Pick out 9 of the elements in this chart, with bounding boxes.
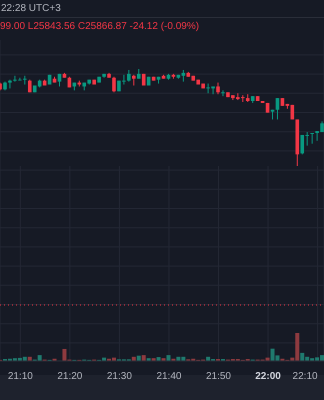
x-tick-label: 21:50 xyxy=(206,371,232,382)
x-tick-label: 22:00 xyxy=(255,371,282,382)
x-tick-label: 21:40 xyxy=(156,371,182,382)
x-tick-label: 21:20 xyxy=(57,371,83,382)
x-tick-label: 22:10 xyxy=(292,371,318,382)
x-tick-label: 21:30 xyxy=(106,371,132,382)
text: 22:28 UTC+3 xyxy=(1,3,61,14)
text: 99.00 L25843.56 C25866.87 -24.12 (-0.09%) xyxy=(0,21,200,32)
x-tick-label: 21:10 xyxy=(8,371,34,382)
